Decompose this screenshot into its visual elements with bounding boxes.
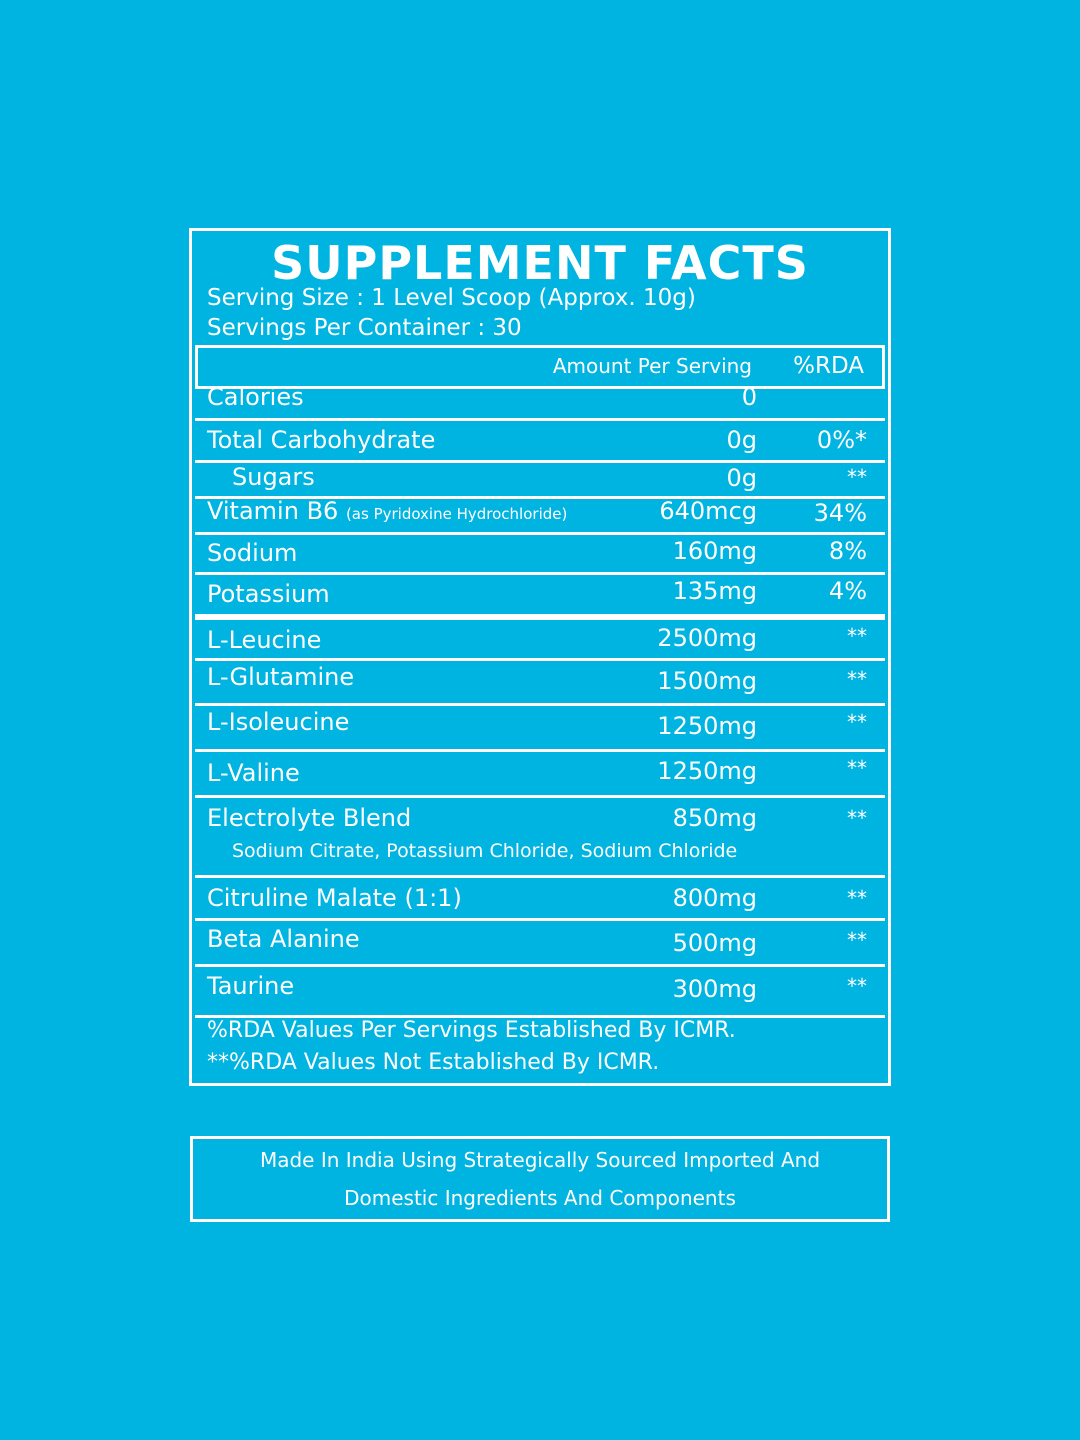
row-amount: 0g	[726, 464, 757, 492]
row-rda: **	[847, 667, 867, 691]
row-name: Sodium	[207, 539, 298, 567]
row-rda: 0%*	[816, 426, 867, 454]
row-rda: **	[847, 465, 867, 489]
row-name: Citruline Malate (1:1)	[207, 884, 462, 912]
row-name: Potassium	[207, 580, 330, 608]
servings-per-container: Servings Per Container : 30	[207, 315, 522, 341]
row-name: L-Isoleucine	[207, 708, 350, 736]
row-name-main: Vitamin B6	[207, 497, 339, 525]
row-name: Taurine	[207, 972, 295, 1000]
row-name: Electrolyte Blend	[207, 804, 412, 832]
row-amount: 850mg	[672, 804, 757, 832]
row-rda: **	[847, 624, 867, 648]
row-rda: 34%	[813, 499, 867, 527]
origin-line-1: Made In India Using Strategically Source…	[259, 1148, 821, 1172]
table-row: Vitamin B6 (as Pyridoxine Hydrochloride)…	[195, 497, 885, 535]
row-name: Total Carbohydrate	[207, 426, 436, 454]
row-rda: **	[847, 886, 867, 910]
table-row: Taurine 300mg **	[195, 967, 885, 1018]
table-row: L-Leucine 2500mg **	[195, 617, 885, 661]
row-name: L-Valine	[207, 759, 300, 787]
row-name: Sugars	[232, 463, 315, 491]
row-amount: 1500mg	[657, 667, 757, 695]
row-rda: **	[847, 806, 867, 830]
row-amount: 1250mg	[657, 757, 757, 785]
row-name: Vitamin B6 (as Pyridoxine Hydrochloride)	[207, 497, 567, 525]
row-rda: **	[847, 928, 867, 952]
serving-size: Serving Size : 1 Level Scoop (Approx. 10…	[207, 285, 696, 311]
footnote-established: %RDA Values Per Servings Established By …	[207, 1018, 736, 1043]
row-name: L-Leucine	[207, 626, 322, 654]
rda-footnotes: %RDA Values Per Servings Established By …	[195, 1018, 885, 1080]
row-rda: 8%	[828, 537, 867, 565]
table-row: L-Valine 1250mg **	[195, 752, 885, 798]
row-amount: 1250mg	[657, 712, 757, 740]
row-amount: 0	[741, 383, 757, 411]
table-row: Sodium 160mg 8%	[195, 535, 885, 575]
row-name-note: (as Pyridoxine Hydrochloride)	[345, 505, 568, 523]
row-rda: **	[847, 710, 867, 734]
table-row: Electrolyte Blend 850mg ** Sodium Citrat…	[195, 798, 885, 878]
row-sub-ingredients: Sodium Citrate, Potassium Chloride, Sodi…	[232, 840, 738, 862]
row-amount: 135mg	[672, 577, 757, 605]
table-row: L-Glutamine 1500mg **	[195, 661, 885, 706]
header-amount: Amount Per Serving	[552, 354, 752, 378]
footnote-not-established: **%RDA Values Not Established By ICMR.	[207, 1050, 660, 1075]
row-rda: 4%	[828, 577, 867, 605]
table-row: Citruline Malate (1:1) 800mg **	[195, 878, 885, 921]
header-rda: %RDA	[793, 353, 864, 379]
table-header: Amount Per Serving %RDA	[195, 345, 885, 389]
row-amount: 300mg	[672, 975, 757, 1003]
origin-statement: Made In India Using Strategically Source…	[190, 1136, 890, 1222]
table-row: Sugars 0g **	[195, 463, 885, 499]
table-row: Calories 0	[195, 383, 885, 421]
row-amount: 0g	[726, 426, 757, 454]
table-row: Beta Alanine 500mg **	[195, 921, 885, 967]
supplement-facts-panel: SUPPLEMENT FACTS Serving Size : 1 Level …	[189, 228, 891, 1086]
table-row: L-Isoleucine 1250mg **	[195, 706, 885, 752]
row-name: Beta Alanine	[207, 925, 360, 953]
row-amount: 800mg	[672, 884, 757, 912]
row-rda: **	[847, 756, 867, 780]
row-amount: 2500mg	[657, 624, 757, 652]
row-amount: 640mcg	[659, 497, 757, 525]
row-name: Calories	[207, 383, 304, 411]
table-row: Total Carbohydrate 0g 0%*	[195, 421, 885, 463]
row-amount: 500mg	[672, 929, 757, 957]
table-row: Potassium 135mg 4%	[195, 575, 885, 617]
row-rda: **	[847, 974, 867, 998]
origin-line-2: Domestic Ingredients And Components	[344, 1186, 736, 1210]
panel-title: SUPPLEMENT FACTS	[271, 236, 809, 290]
row-name: L-Glutamine	[207, 663, 355, 691]
row-amount: 160mg	[672, 537, 757, 565]
